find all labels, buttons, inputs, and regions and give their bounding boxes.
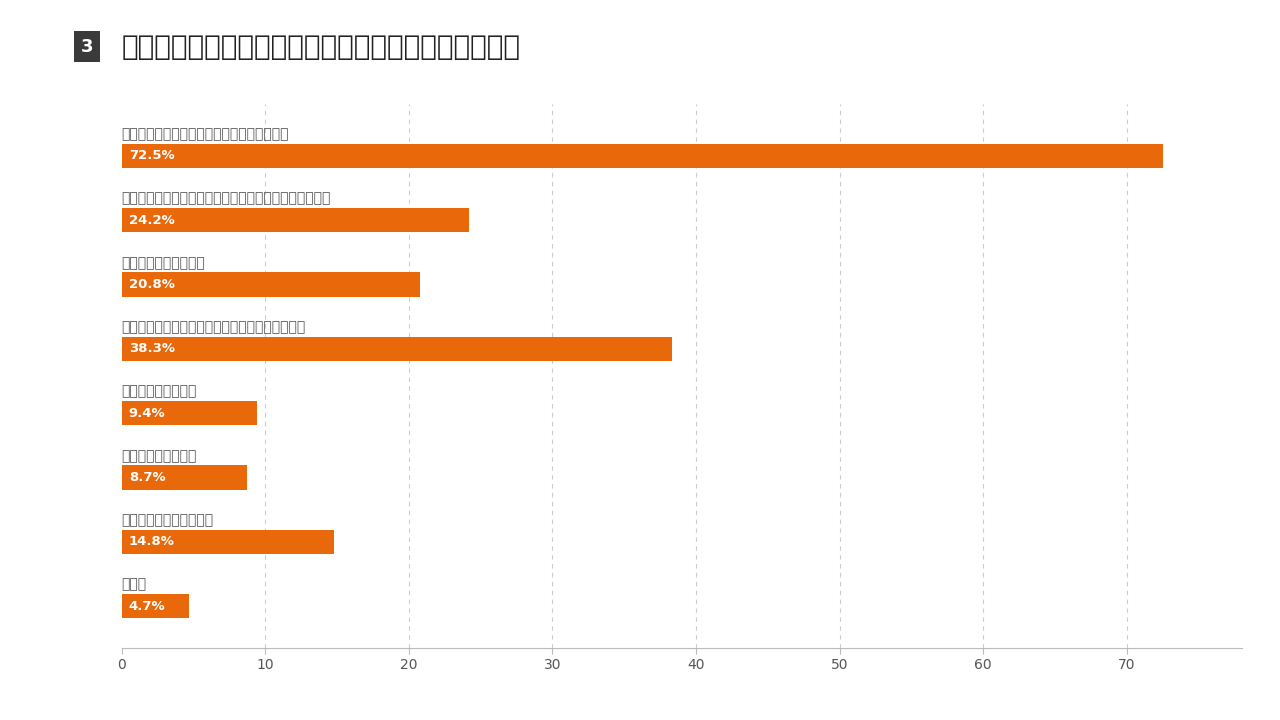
Text: 72.5%: 72.5% [129,149,174,163]
Text: 38.3%: 38.3% [129,342,175,356]
Bar [122,594,189,618]
Text: 自分で食物を育てたい: 自分で食物を育てたい [122,256,205,270]
Bar [122,208,468,233]
Text: 戸建ての家が欲しいから: 戸建ての家が欲しいから [122,513,214,527]
Bar [122,530,334,554]
Text: 地方で職を探したい: 地方で職を探したい [122,384,197,398]
Text: 4.7%: 4.7% [129,600,165,613]
Text: 9.4%: 9.4% [129,407,165,420]
Text: 8.7%: 8.7% [129,471,165,484]
Text: 3: 3 [81,37,93,55]
Text: 14.8%: 14.8% [129,536,174,549]
Text: 地方に住みたい理由を教えてください。（複数回答）: 地方に住みたい理由を教えてください。（複数回答） [122,33,521,60]
Text: レジャー、釣りやサーフィン、スキーなどを楽しみたい: レジャー、釣りやサーフィン、スキーなどを楽しみたい [122,192,332,205]
Text: その他: その他 [122,577,147,591]
Bar [122,272,420,297]
Text: 20.8%: 20.8% [129,278,174,291]
Text: 24.2%: 24.2% [129,214,174,227]
Text: 時間の流れがゆっくりとした中で過ごしたい: 時間の流れがゆっくりとした中で過ごしたい [122,127,289,141]
Bar [122,144,1162,168]
Bar [122,465,247,490]
Bar [122,401,256,426]
Bar [122,337,672,361]
Text: その土地ならではの健康的な食べ物を楽しみたい: その土地ならではの健康的な食べ物を楽しみたい [122,320,306,334]
Text: 子供の教育のために: 子供の教育のために [122,449,197,463]
